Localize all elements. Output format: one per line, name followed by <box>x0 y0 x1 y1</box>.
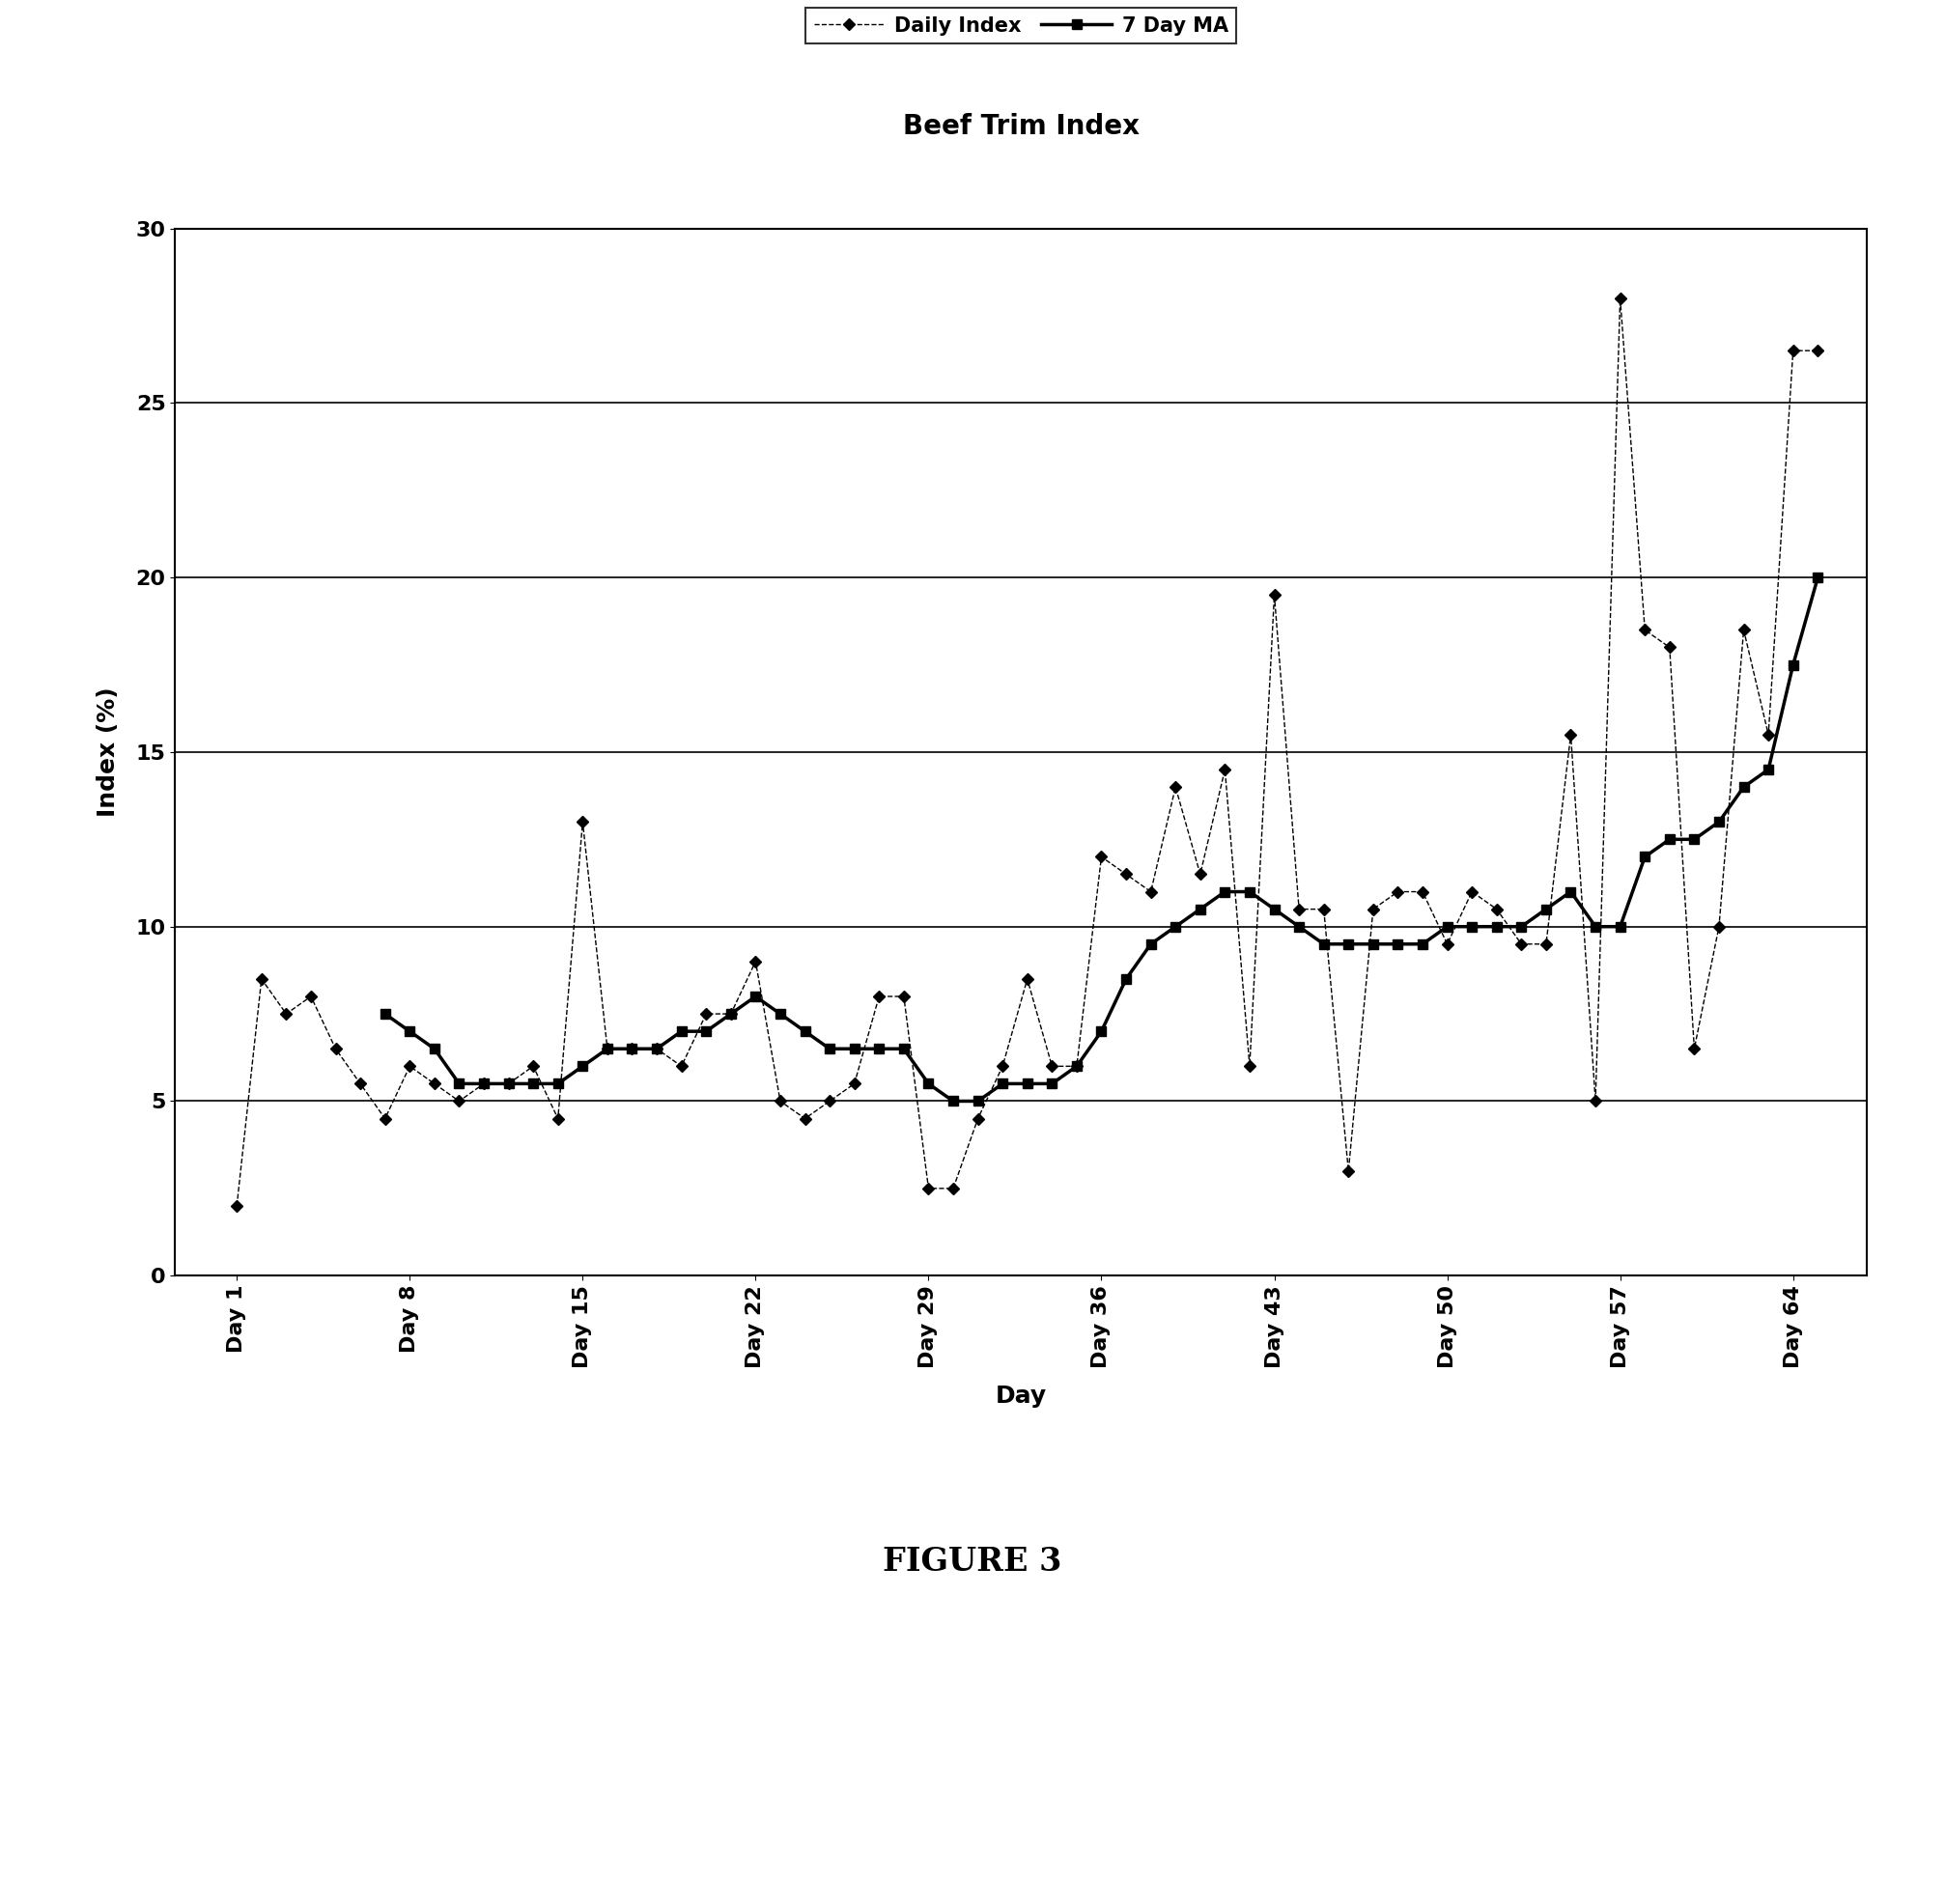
Line: Daily Index: Daily Index <box>233 295 1822 1209</box>
Text: FIGURE 3: FIGURE 3 <box>883 1546 1062 1577</box>
Daily Index <box>1041 1055 1064 1078</box>
Daily Index <box>1756 724 1780 746</box>
7 Day MA <box>941 1089 965 1112</box>
Daily Index <box>595 1038 619 1061</box>
Daily Index <box>226 1194 249 1217</box>
7 Day MA <box>373 1002 397 1024</box>
Daily Index <box>694 1002 718 1024</box>
Y-axis label: Index (%): Index (%) <box>97 687 119 817</box>
7 Day MA <box>595 1038 619 1061</box>
Daily Index <box>1609 288 1632 310</box>
7 Day MA <box>521 1072 545 1095</box>
7 Day MA <box>743 984 766 1007</box>
Daily Index <box>893 984 916 1007</box>
Title: Beef Trim Index: Beef Trim Index <box>902 114 1140 141</box>
7 Day MA <box>422 1038 445 1061</box>
Daily Index <box>1807 339 1830 362</box>
Line: 7 Day MA: 7 Day MA <box>381 573 1822 1106</box>
7 Day MA <box>1140 933 1163 956</box>
7 Day MA <box>1807 565 1830 588</box>
X-axis label: Day: Day <box>996 1384 1046 1407</box>
Legend: Daily Index, 7 Day MA: Daily Index, 7 Day MA <box>805 8 1237 44</box>
Daily Index <box>1583 1089 1607 1112</box>
7 Day MA <box>1435 916 1459 939</box>
